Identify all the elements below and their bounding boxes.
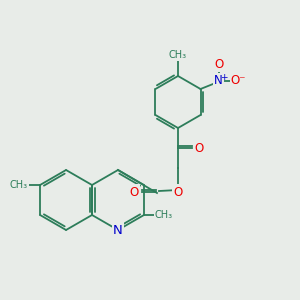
Text: O⁻: O⁻	[231, 74, 246, 88]
Text: O: O	[129, 185, 139, 199]
Text: N: N	[214, 74, 223, 88]
Text: CH₃: CH₃	[169, 50, 187, 60]
Text: O: O	[173, 185, 183, 199]
Text: O: O	[194, 142, 204, 154]
Text: CH₃: CH₃	[155, 210, 173, 220]
Text: +: +	[220, 74, 227, 82]
Text: CH₃: CH₃	[10, 180, 28, 190]
Text: N: N	[113, 224, 123, 236]
Text: O: O	[214, 58, 223, 70]
